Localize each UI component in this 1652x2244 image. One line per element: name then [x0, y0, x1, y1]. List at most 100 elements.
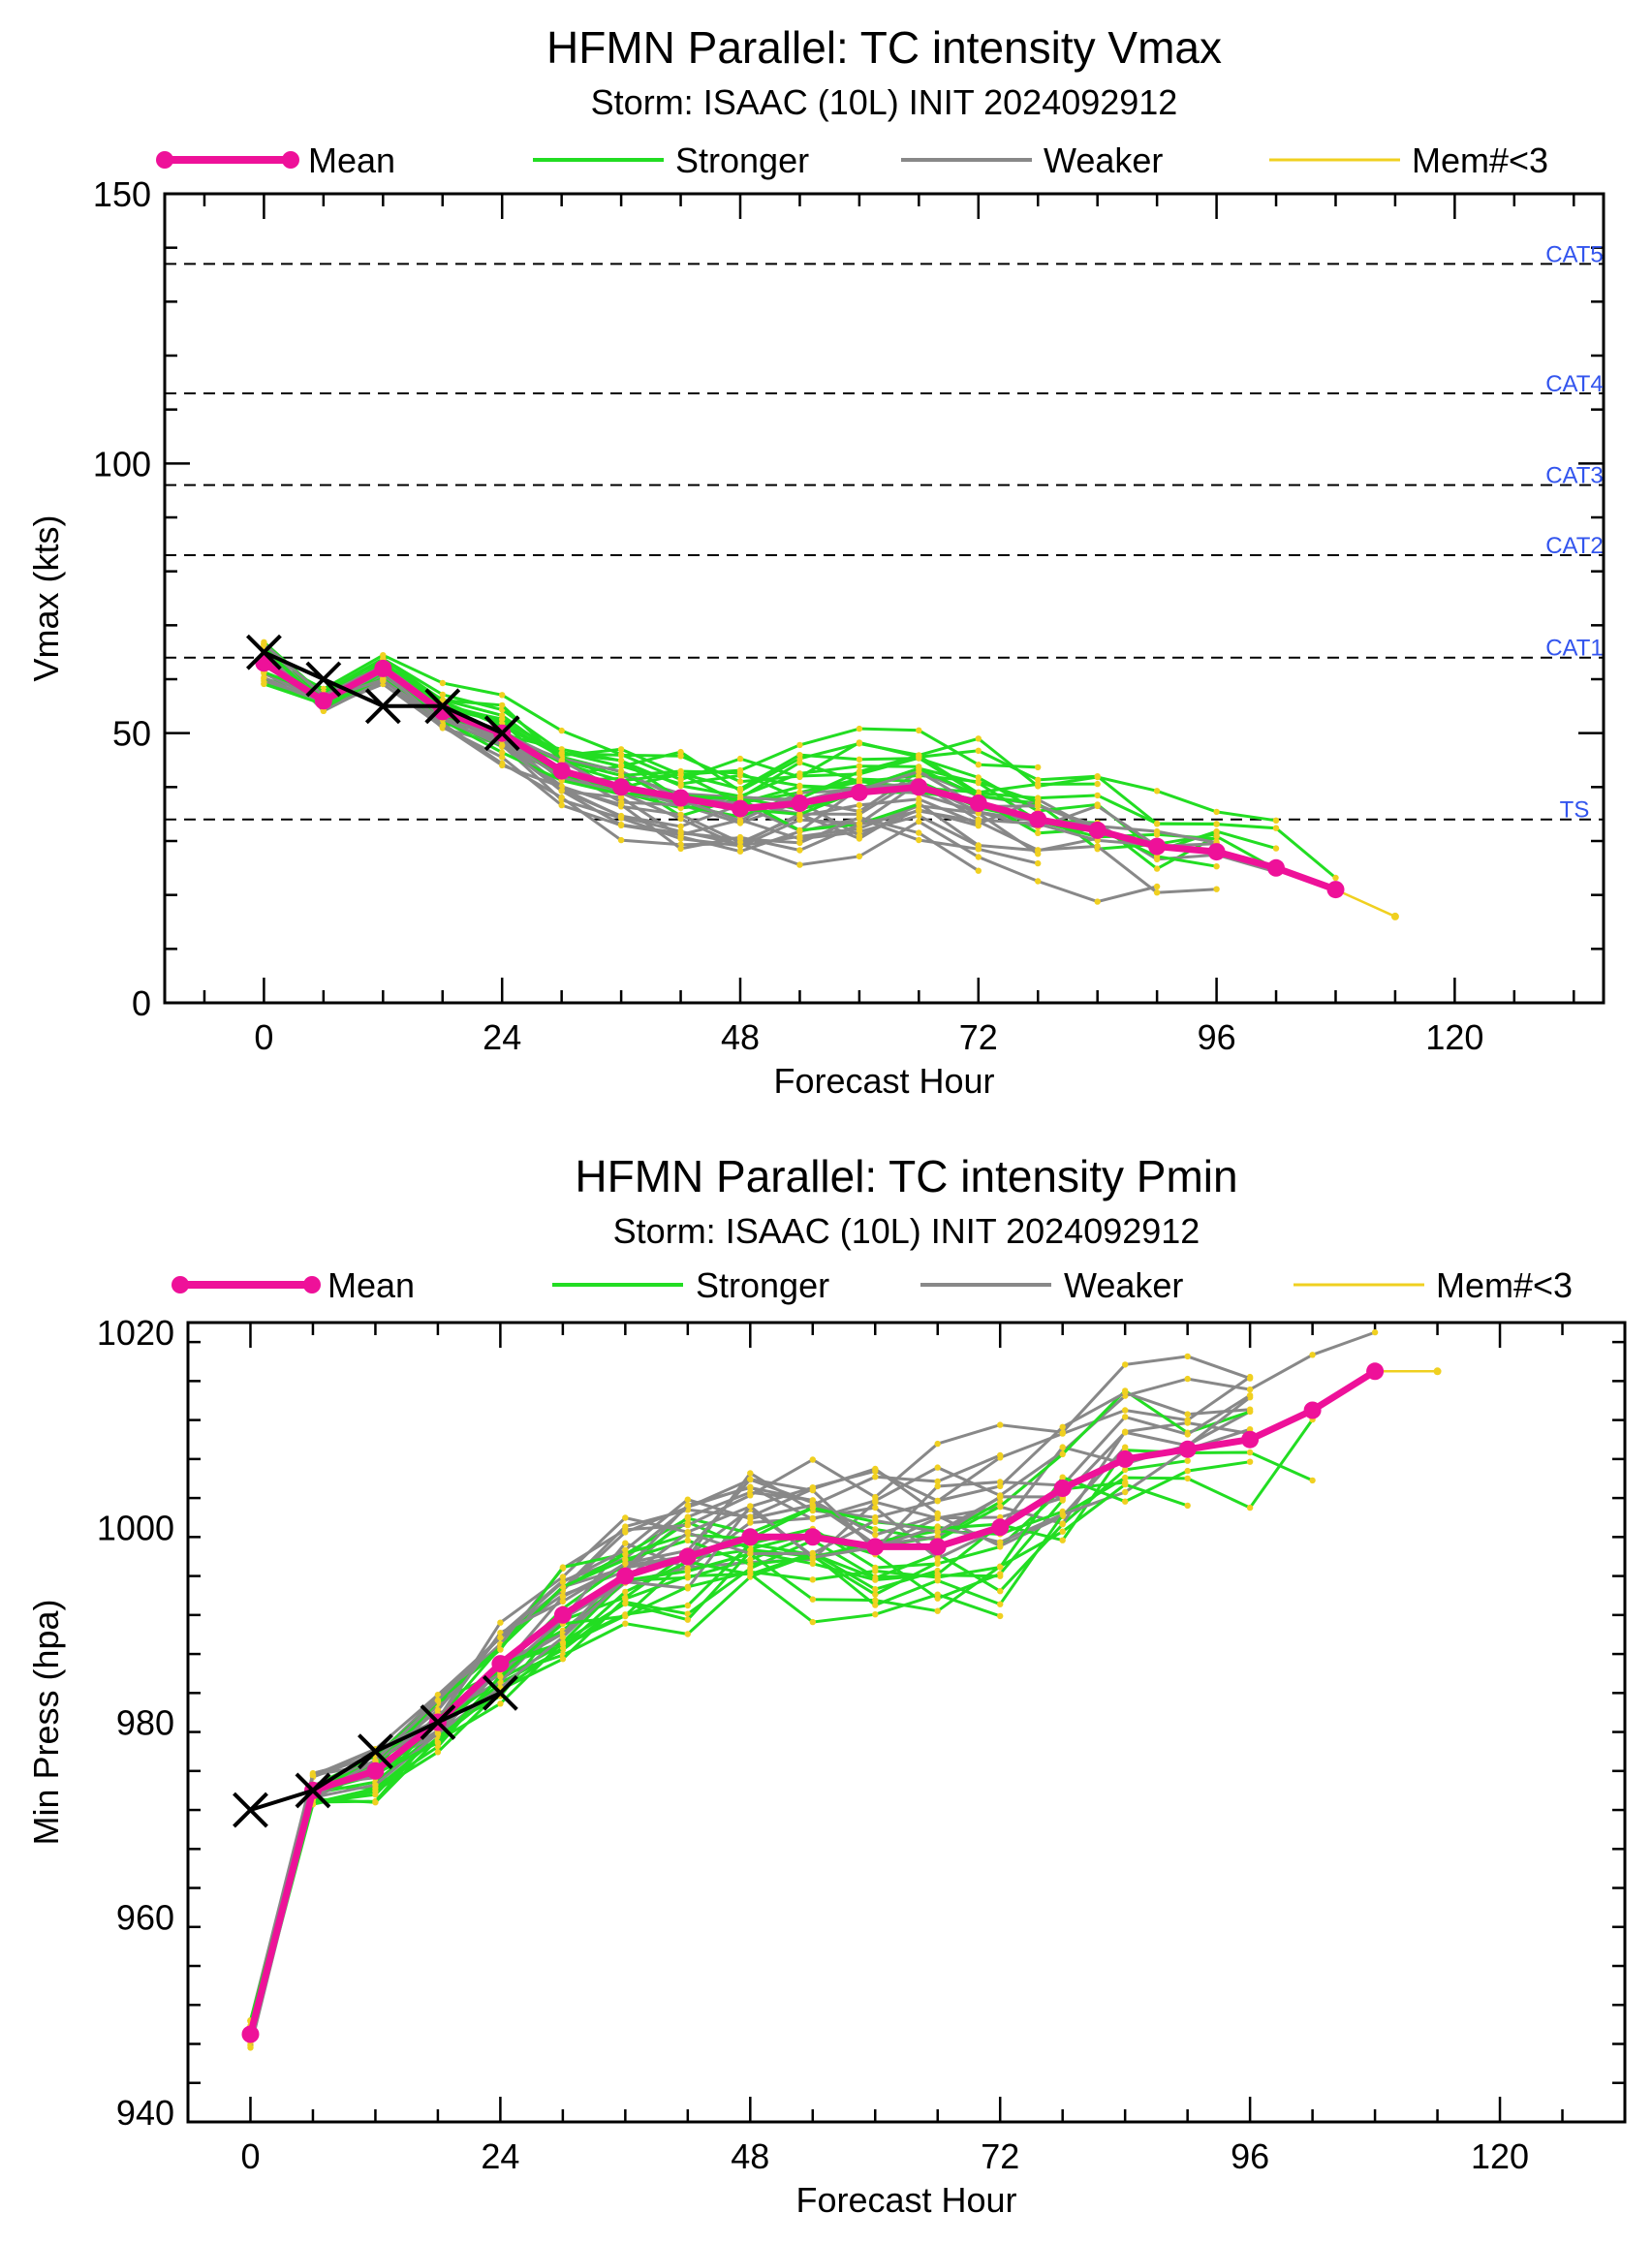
member-point — [916, 836, 922, 844]
member-point — [1094, 792, 1101, 799]
reference-label: CAT2 — [1545, 533, 1604, 559]
mean-point — [241, 2025, 260, 2043]
member-point — [497, 1673, 504, 1680]
legend-label: Mean — [308, 140, 395, 180]
member-point — [736, 769, 744, 776]
y-tick-label: 1020 — [97, 1313, 174, 1353]
member-point — [916, 829, 922, 836]
member-point — [497, 1619, 504, 1626]
member-point — [809, 1502, 816, 1509]
member-point — [309, 1771, 317, 1779]
x-tick-label: 48 — [721, 1017, 760, 1057]
member-point — [1246, 1504, 1254, 1512]
member-point — [1094, 780, 1101, 788]
member-point — [975, 816, 982, 824]
x-axis-label: Forecast Hour — [795, 2180, 1016, 2220]
mean-point — [991, 1518, 1010, 1537]
member-point — [975, 747, 982, 754]
member-point — [934, 1591, 941, 1598]
member-point — [856, 740, 863, 747]
member-point — [1122, 1466, 1129, 1474]
plot-frame — [186, 1321, 1627, 2124]
member-point — [736, 848, 744, 855]
member-point — [747, 1476, 754, 1482]
member-point — [1035, 776, 1042, 784]
member-point — [1094, 898, 1101, 905]
best-track-x-stroke — [483, 715, 520, 752]
member-point — [975, 854, 982, 860]
member-point — [934, 1482, 941, 1490]
reference-label: CAT5 — [1545, 241, 1604, 267]
mean-point — [1053, 1480, 1072, 1497]
best-track-marker — [424, 688, 461, 725]
member-point — [677, 823, 684, 830]
best-track-marker — [420, 1704, 456, 1740]
stronger-member-line — [263, 657, 1277, 823]
mean-point — [850, 783, 868, 801]
member-point — [916, 727, 922, 733]
mean-point — [616, 1567, 635, 1585]
member-point — [872, 1586, 879, 1593]
mean-point — [732, 799, 749, 818]
member-point — [1035, 795, 1042, 801]
member-point — [872, 1468, 879, 1475]
member-point — [1184, 1467, 1191, 1475]
member-point — [1059, 1423, 1066, 1431]
x-tick-label: 24 — [483, 1017, 521, 1057]
y-axis-label: Min Press (hpa) — [26, 1599, 66, 1845]
best-track-x-stroke — [358, 1733, 393, 1770]
member-point — [997, 1571, 1004, 1577]
member-point — [1272, 817, 1280, 824]
member-point — [872, 1517, 879, 1524]
member-point — [622, 1588, 629, 1596]
mean-point — [969, 795, 987, 812]
member-point — [796, 816, 803, 824]
reference-label: TS — [1560, 797, 1590, 824]
member-point — [872, 1568, 879, 1574]
member-point — [677, 782, 684, 790]
member-point — [796, 759, 803, 766]
best-track-x-stroke — [233, 1792, 268, 1828]
member-point — [1094, 802, 1101, 810]
mean-point — [1326, 881, 1345, 899]
legend-label: Mem#<3 — [1412, 140, 1548, 180]
member-point — [997, 1503, 1004, 1510]
member-point — [439, 679, 446, 687]
member-point — [1059, 1429, 1066, 1436]
member-point — [796, 833, 803, 840]
member-point — [617, 763, 625, 769]
member-point — [684, 1573, 691, 1579]
member-point — [1184, 1431, 1191, 1438]
member-point — [684, 1502, 691, 1509]
member-point — [1213, 827, 1220, 835]
member-point — [1059, 1444, 1066, 1450]
x-axis-label: Forecast Hour — [773, 1061, 994, 1101]
chart-title: HFMN Parallel: TC intensity Pmin — [575, 1151, 1237, 1201]
stronger-member-line — [249, 1499, 1064, 2027]
member-point — [872, 1526, 879, 1533]
x-tick-label: 72 — [959, 1017, 998, 1057]
member-point — [916, 807, 922, 815]
member-point — [872, 1591, 879, 1598]
member-point — [1035, 847, 1042, 854]
member-point — [856, 756, 863, 763]
mean-point — [1241, 1430, 1260, 1449]
member-point — [558, 727, 565, 734]
member-point — [499, 749, 506, 756]
best-track-marker — [358, 1733, 393, 1770]
member-point — [997, 1601, 1004, 1607]
few-members-point — [1390, 912, 1399, 920]
member-point — [622, 1560, 629, 1567]
member-point — [975, 846, 982, 853]
member-point — [684, 1522, 691, 1529]
member-point — [809, 1596, 816, 1603]
member-point — [872, 1597, 879, 1604]
member-point — [497, 1634, 504, 1641]
member-point — [934, 1512, 941, 1519]
member-point — [1246, 1426, 1254, 1433]
member-point — [617, 752, 625, 759]
member-point — [856, 770, 863, 778]
x-tick-label: 120 — [1471, 2136, 1529, 2176]
member-point — [856, 814, 863, 821]
member-point — [684, 1537, 691, 1544]
